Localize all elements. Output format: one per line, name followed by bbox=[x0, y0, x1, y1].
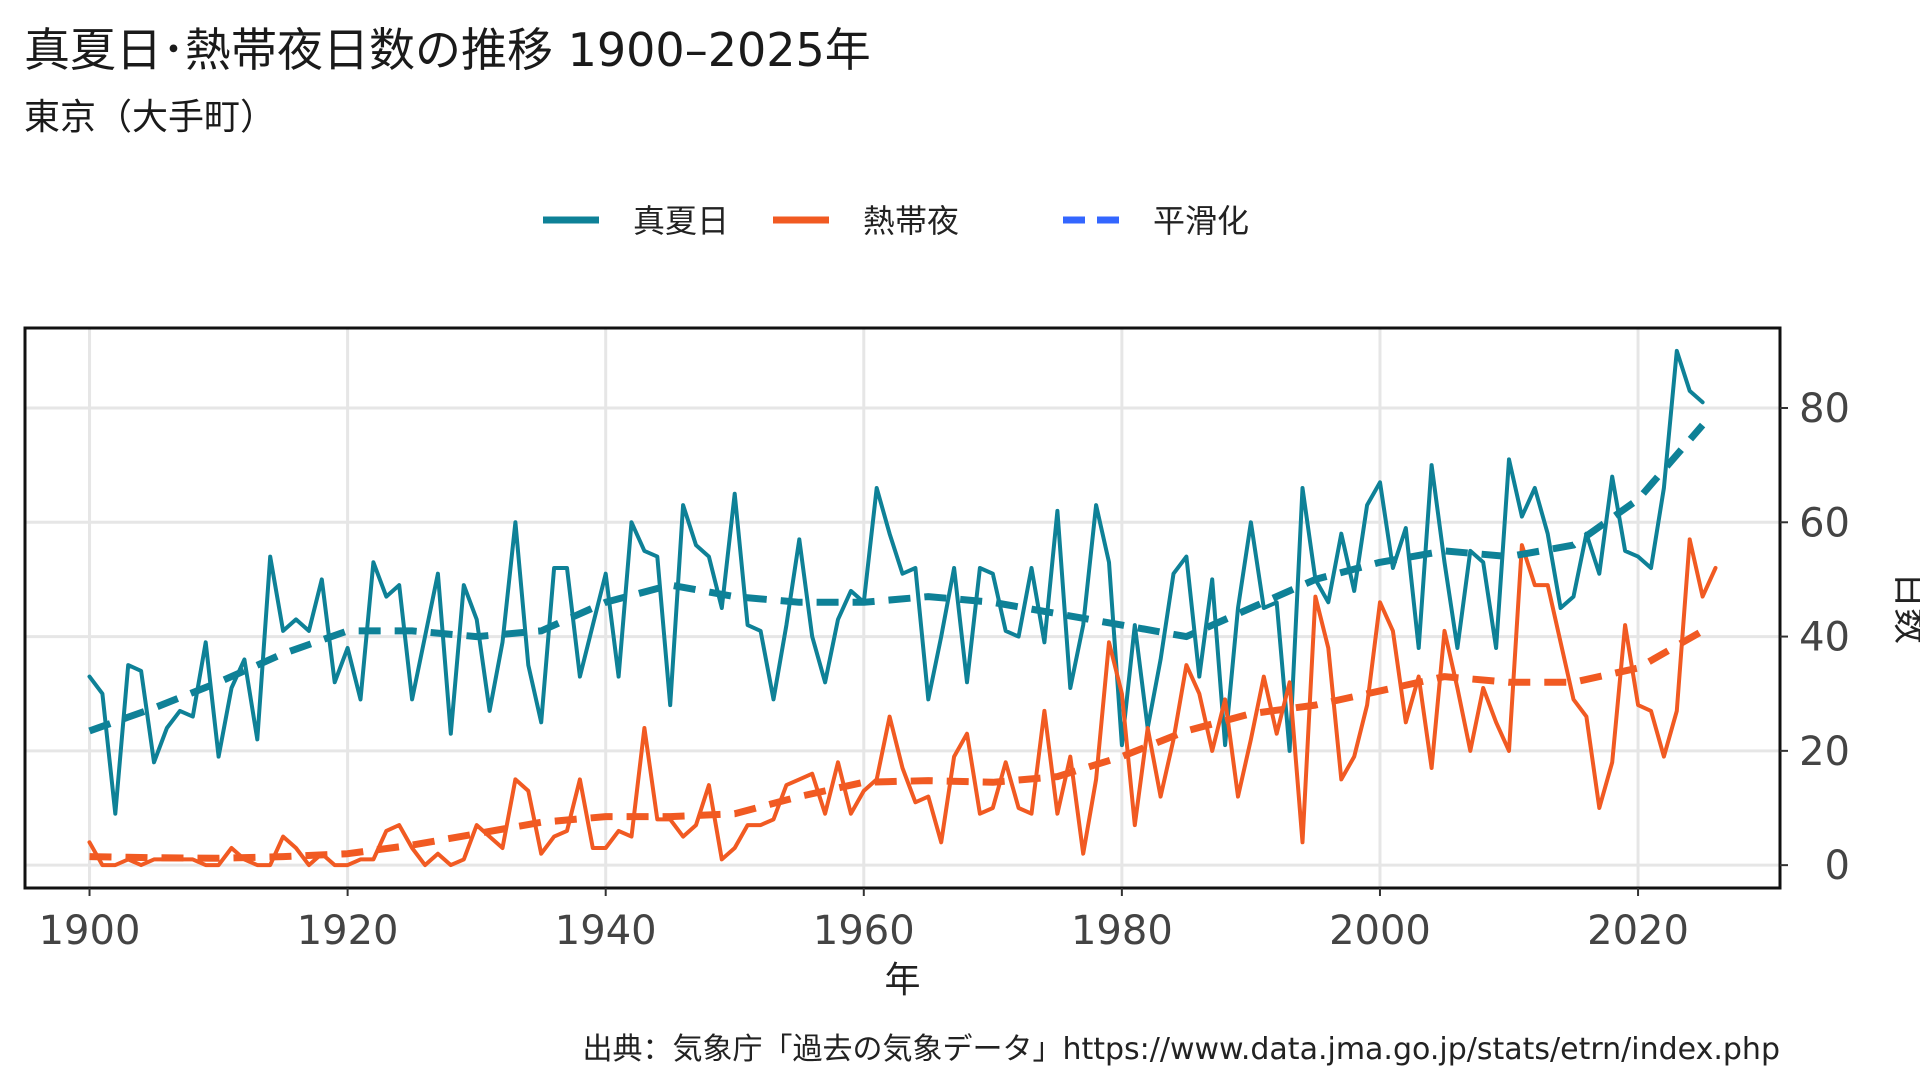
x-tick-label: 1980 bbox=[1071, 908, 1173, 954]
y-tick-label: 60 bbox=[1799, 500, 1850, 546]
x-tick-label: 2000 bbox=[1329, 908, 1431, 954]
x-tick-label: 1940 bbox=[555, 908, 657, 954]
legend-label-0: 真夏日 bbox=[633, 202, 729, 240]
legend: 真夏日 熱帯夜 平滑化 bbox=[543, 202, 1249, 240]
chart-subtitle: 東京（大手町） bbox=[24, 97, 277, 138]
x-tick-label: 1920 bbox=[297, 908, 399, 954]
axis-ticks: 1900 1920 1940 1960 1980 2000 2020 0 20 40 60 80 bbox=[39, 386, 1850, 954]
x-tick-label: 1960 bbox=[813, 908, 915, 954]
y-tick-label: 80 bbox=[1799, 386, 1850, 432]
y-axis-title: 日数 bbox=[1889, 572, 1920, 644]
series-line-manatsubi bbox=[87, 348, 1705, 816]
source-note: 出典：気象庁「過去の気象データ」https://www.data.jma.go.… bbox=[582, 1032, 1780, 1067]
smooth-line-manatsubi bbox=[88, 422, 1706, 735]
y-tick-label: 40 bbox=[1799, 615, 1850, 661]
legend-label-2: 平滑化 bbox=[1153, 202, 1249, 240]
chart-title: 真夏日･熱帯夜日数の推移 1900–2025年 bbox=[24, 23, 871, 77]
x-axis-title: 年 bbox=[884, 960, 920, 1001]
series-line-nettaiya bbox=[87, 537, 1718, 868]
x-tick-label: 1900 bbox=[39, 908, 141, 954]
y-tick-label: 0 bbox=[1825, 843, 1850, 889]
panel-border bbox=[23, 326, 1782, 890]
legend-label-1: 熱帯夜 bbox=[863, 202, 959, 240]
smooth-line-nettaiya bbox=[89, 627, 1705, 862]
y-tick-label: 20 bbox=[1799, 729, 1850, 775]
series-layer bbox=[87, 348, 1718, 868]
x-tick-label: 2020 bbox=[1587, 908, 1689, 954]
